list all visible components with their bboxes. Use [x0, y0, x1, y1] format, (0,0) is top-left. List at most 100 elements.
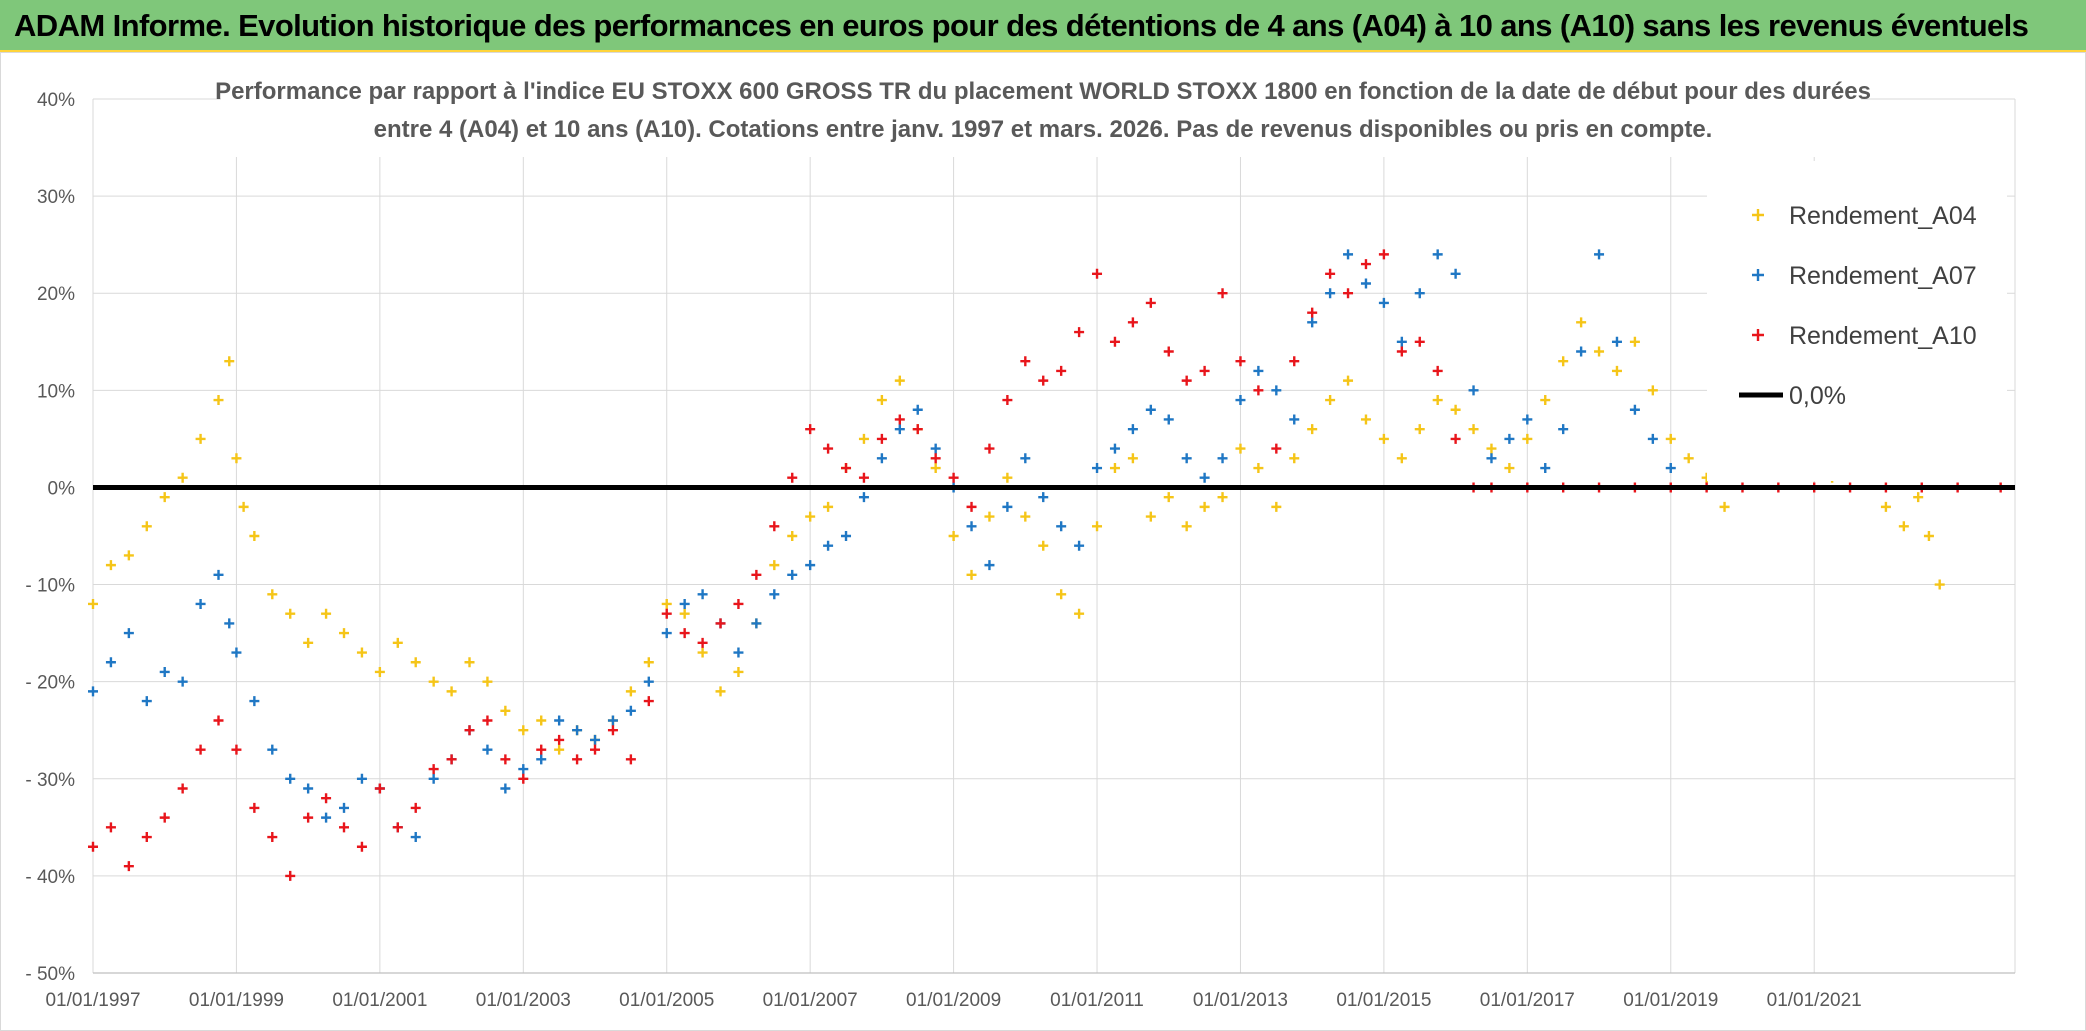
page-title: ADAM Informe. Evolution historique des p…: [14, 8, 2029, 43]
data-point-rendement-a04: [1486, 443, 1497, 454]
data-point-rendement-a07: [805, 560, 816, 571]
data-point-rendement-a07: [536, 754, 547, 765]
data-point-rendement-a07: [1020, 453, 1031, 464]
data-point-rendement-a04: [1576, 317, 1587, 328]
data-point-rendement-a07: [1253, 365, 1264, 376]
data-point-rendement-a10: [1307, 307, 1318, 318]
data-point-rendement-a07: [858, 492, 869, 503]
data-point-rendement-a07: [1647, 433, 1658, 444]
data-point-rendement-a04: [1271, 501, 1282, 512]
y-tick-label: - 40%: [25, 867, 75, 888]
data-point-rendement-a07: [661, 628, 672, 639]
data-point-rendement-a04: [823, 501, 834, 512]
data-point-rendement-a07: [554, 715, 565, 726]
data-point-rendement-a04: [428, 676, 439, 687]
data-point-rendement-a10: [661, 608, 672, 619]
data-point-rendement-a04: [1923, 531, 1934, 541]
data-point-rendement-a04: [554, 744, 565, 755]
data-point-rendement-a10: [321, 793, 332, 804]
x-tick-label: 01/01/2019: [1623, 990, 1718, 1011]
data-point-rendement-a07: [1217, 453, 1228, 464]
x-tick-label: 01/01/2009: [906, 990, 1001, 1011]
y-tick-label: - 50%: [25, 964, 75, 985]
legend-marker: [1752, 329, 1764, 341]
data-point-rendement-a10: [105, 822, 116, 833]
x-tick-label: 01/01/2017: [1480, 990, 1575, 1011]
data-point-rendement-a07: [177, 676, 188, 687]
data-point-rendement-a04: [679, 608, 690, 619]
data-point-rendement-a04: [1360, 414, 1371, 425]
data-point-rendement-a04: [1038, 540, 1049, 551]
data-point-rendement-a04: [697, 647, 708, 658]
data-point-rendement-a04: [930, 463, 941, 474]
data-point-rendement-a10: [392, 822, 403, 833]
data-point-rendement-a10: [1181, 375, 1192, 386]
data-point-rendement-a04: [285, 608, 296, 619]
data-point-rendement-a04: [500, 705, 511, 716]
data-point-rendement-a07: [1199, 472, 1210, 483]
data-point-rendement-a04: [356, 647, 367, 658]
data-point-rendement-a04: [625, 686, 636, 697]
data-point-rendement-a10: [428, 764, 439, 775]
x-tick-label: 01/01/1997: [45, 990, 140, 1011]
scatter-chart: 40% 30% 20% 10% 0% - 10% - 20% - 30% - 40% - 50% 0…: [25, 59, 2016, 1011]
data-point-rendement-a04: [1307, 424, 1318, 435]
x-tick-label: 01/01/2011: [1050, 990, 1144, 1011]
data-point-rendement-a10: [1038, 375, 1049, 386]
data-point-rendement-a10: [1432, 365, 1443, 376]
y-tick-label: - 20%: [25, 673, 75, 694]
data-point-rendement-a07: [1450, 268, 1461, 279]
data-point-rendement-a10: [1325, 268, 1336, 279]
data-point-rendement-a04: [1074, 608, 1085, 619]
data-point-rendement-a04: [876, 395, 887, 406]
data-point-rendement-a04: [1020, 511, 1031, 522]
legend-marker: [1752, 209, 1764, 221]
data-point-rendement-a07: [1127, 424, 1138, 435]
data-point-rendement-a04: [195, 433, 206, 444]
data-point-rendement-a07: [482, 744, 493, 755]
data-point-rendement-a07: [123, 628, 134, 639]
data-point-rendement-a04: [1504, 463, 1515, 474]
data-point-rendement-a07: [1307, 317, 1318, 328]
data-point-rendement-a04: [177, 472, 188, 483]
data-point-rendement-a07: [787, 569, 798, 580]
data-point-rendement-a04: [1253, 463, 1264, 474]
data-point-rendement-a10: [123, 861, 134, 872]
data-point-rendement-a04: [303, 637, 314, 648]
data-point-rendement-a10: [410, 802, 421, 813]
data-point-rendement-a07: [841, 531, 852, 541]
data-point-rendement-a07: [590, 734, 601, 745]
data-point-rendement-a07: [733, 647, 744, 658]
x-tick-label: 01/01/2013: [1193, 990, 1288, 1011]
data-point-rendement-a04: [1880, 501, 1891, 512]
data-point-rendement-a10: [339, 822, 350, 833]
data-point-rendement-a07: [285, 773, 296, 784]
data-point-rendement-a10: [643, 696, 654, 707]
data-point-rendement-a10: [930, 453, 941, 464]
data-point-rendement-a04: [1558, 356, 1569, 367]
data-point-rendement-a04: [643, 657, 654, 668]
data-point-rendement-a07: [1360, 278, 1371, 289]
data-point-rendement-a10: [823, 443, 834, 454]
data-point-rendement-a10: [536, 744, 547, 755]
data-point-rendement-a10: [1414, 336, 1425, 347]
data-point-rendement-a04: [805, 511, 816, 522]
chart-title-background: [221, 59, 1861, 157]
data-point-rendement-a04: [1468, 424, 1479, 435]
data-point-rendement-a04: [1594, 346, 1605, 357]
data-point-rendement-a10: [446, 754, 457, 765]
data-point-rendement-a10: [356, 841, 367, 852]
data-point-rendement-a04: [733, 666, 744, 677]
data-point-rendement-a07: [1343, 249, 1354, 260]
data-point-rendement-a10: [751, 569, 762, 580]
x-tick-label: 01/01/2003: [476, 990, 571, 1011]
data-point-rendement-a07: [1665, 463, 1676, 474]
data-point-rendement-a10: [518, 773, 529, 784]
y-tick-label: 0%: [48, 478, 76, 499]
data-point-rendement-a04: [123, 550, 134, 561]
data-point-rendement-a10: [159, 812, 170, 823]
data-point-rendement-a10: [697, 637, 708, 648]
data-point-rendement-a07: [267, 744, 278, 755]
data-point-rendement-a10: [1145, 297, 1156, 308]
data-point-rendement-a10: [1002, 395, 1013, 406]
